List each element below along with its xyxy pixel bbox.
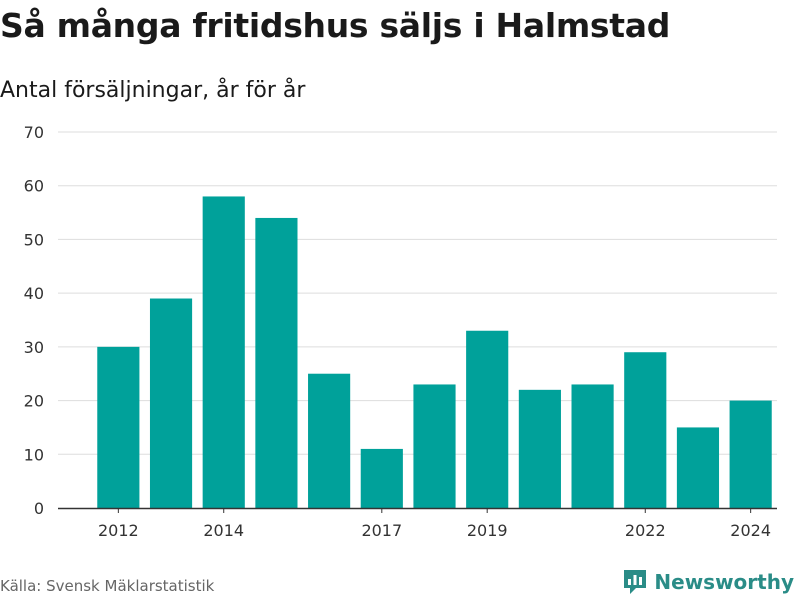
x-tick-label: 2024 xyxy=(730,521,771,540)
x-tick-label: 2014 xyxy=(203,521,244,540)
bars xyxy=(97,196,772,508)
y-tick-label: 60 xyxy=(24,177,44,196)
bar-2023 xyxy=(676,427,720,508)
x-tick-label: 2012 xyxy=(98,521,139,540)
x-tick-label: 2019 xyxy=(467,521,508,540)
y-tick-label: 40 xyxy=(24,284,44,303)
bar-2024 xyxy=(729,400,772,508)
y-tick-label: 50 xyxy=(24,230,44,249)
y-tick-label: 10 xyxy=(24,445,44,464)
bar-2015 xyxy=(255,217,298,508)
y-tick-label: 30 xyxy=(24,338,44,357)
bar-2013 xyxy=(149,298,193,508)
bar-2022 xyxy=(624,352,667,508)
bar-2014 xyxy=(202,196,245,508)
y-tick-label: 70 xyxy=(24,123,44,142)
bar-2018 xyxy=(413,384,456,508)
bar-2020 xyxy=(518,389,561,508)
bar-2012 xyxy=(97,346,140,508)
bar-2021 xyxy=(571,384,614,508)
y-axis-ticks: 0 10 20 30 40 50 60 70 xyxy=(24,123,44,518)
bar-2017 xyxy=(360,448,403,508)
y-tick-label: 20 xyxy=(24,392,44,411)
x-tick-label: 2017 xyxy=(361,521,402,540)
y-tick-label: 0 xyxy=(34,499,44,518)
bar-2019 xyxy=(466,330,509,508)
chart-subtitle: Antal försäljningar, år för år xyxy=(0,78,306,103)
x-axis-ticks: 2012 2014 2017 2019 2022 2024 xyxy=(58,507,777,540)
chart-title: Så många fritidshus säljs i Halmstad xyxy=(0,6,671,45)
bar-2016 xyxy=(308,373,351,508)
source-note: Källa: Svensk Mäklarstatistik xyxy=(0,577,215,595)
x-tick-label: 2022 xyxy=(625,521,666,540)
brand-logo: Newsworthy xyxy=(622,568,794,596)
bar-chart: 0 10 20 30 40 50 60 70 2012 2014 2017 2019 2022 2024 xyxy=(24,123,777,540)
newsworthy-logo-icon xyxy=(624,570,647,594)
brand-name: Newsworthy xyxy=(654,570,794,594)
